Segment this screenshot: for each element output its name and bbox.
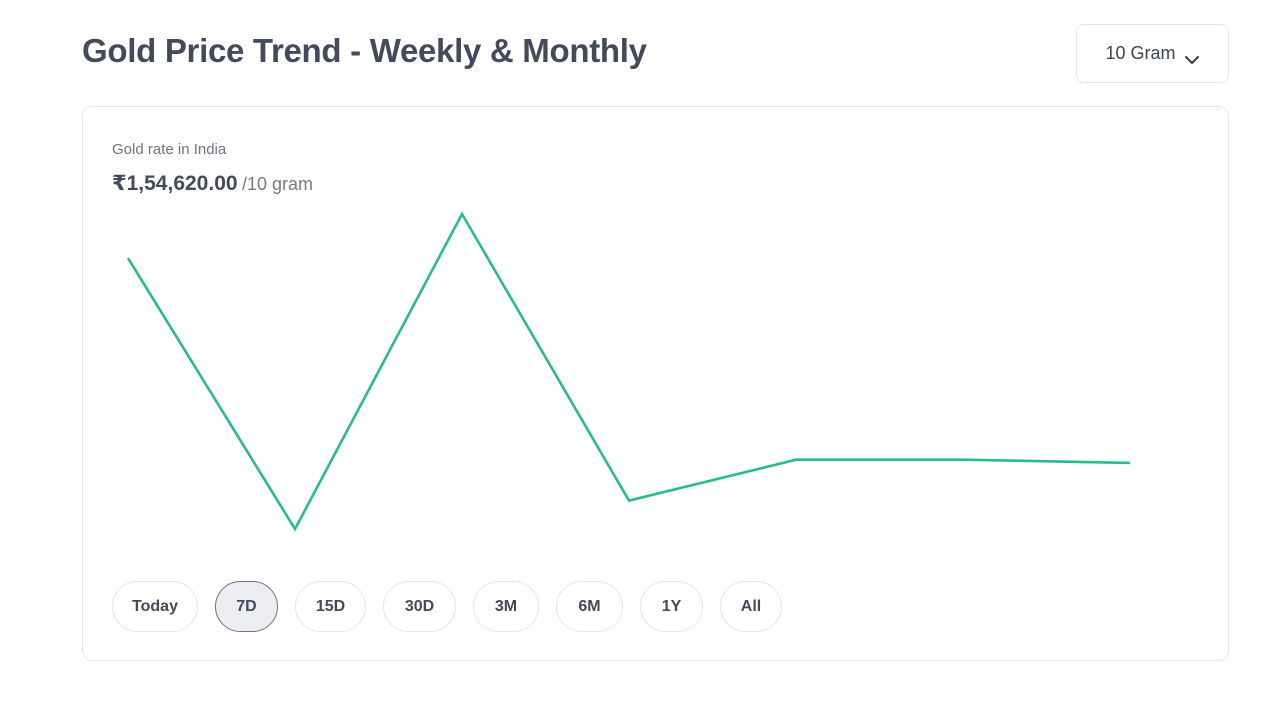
price-series-line xyxy=(126,211,1131,532)
unit-select-value: 10 Gram xyxy=(1105,43,1176,63)
price-display: ₹1,54,620.00 /10 gram xyxy=(112,171,313,196)
data-point-3[interactable] xyxy=(456,208,468,220)
unit-select-dropdown[interactable]: 10 Gram xyxy=(1076,24,1229,83)
gold-rate-card: Gold rate in India ₹1,54,620.00 /10 gram… xyxy=(82,106,1229,661)
price-unit: /10 gram xyxy=(242,174,314,194)
range-tab-1y[interactable]: 1Y xyxy=(640,581,703,632)
range-tab-6m[interactable]: 6M xyxy=(556,581,623,632)
data-point-7[interactable] xyxy=(1124,457,1136,469)
range-tab-today[interactable]: Today xyxy=(112,581,198,632)
range-tab-3m[interactable]: 3M xyxy=(473,581,539,632)
page-title: Gold Price Trend - Weekly & Monthly xyxy=(82,32,647,69)
price-amount: ₹1,54,620.00 xyxy=(112,172,238,195)
range-tab-all[interactable]: All xyxy=(720,581,782,632)
data-point-1[interactable] xyxy=(122,252,134,264)
data-point-2[interactable] xyxy=(289,523,301,535)
time-range-selector: Today 7D 15D 30D 3M 6M 1Y All xyxy=(112,581,782,632)
range-tab-30d[interactable]: 30D xyxy=(383,581,456,632)
data-point-6[interactable] xyxy=(957,454,969,466)
range-tab-7d[interactable]: 7D xyxy=(215,581,278,632)
range-tab-15d[interactable]: 15D xyxy=(295,581,366,632)
chevron-down-icon xyxy=(1184,49,1200,64)
data-point-5[interactable] xyxy=(790,454,802,466)
price-line-chart xyxy=(122,208,1136,535)
data-point-4[interactable] xyxy=(623,495,635,507)
card-label: Gold rate in India xyxy=(112,141,227,158)
